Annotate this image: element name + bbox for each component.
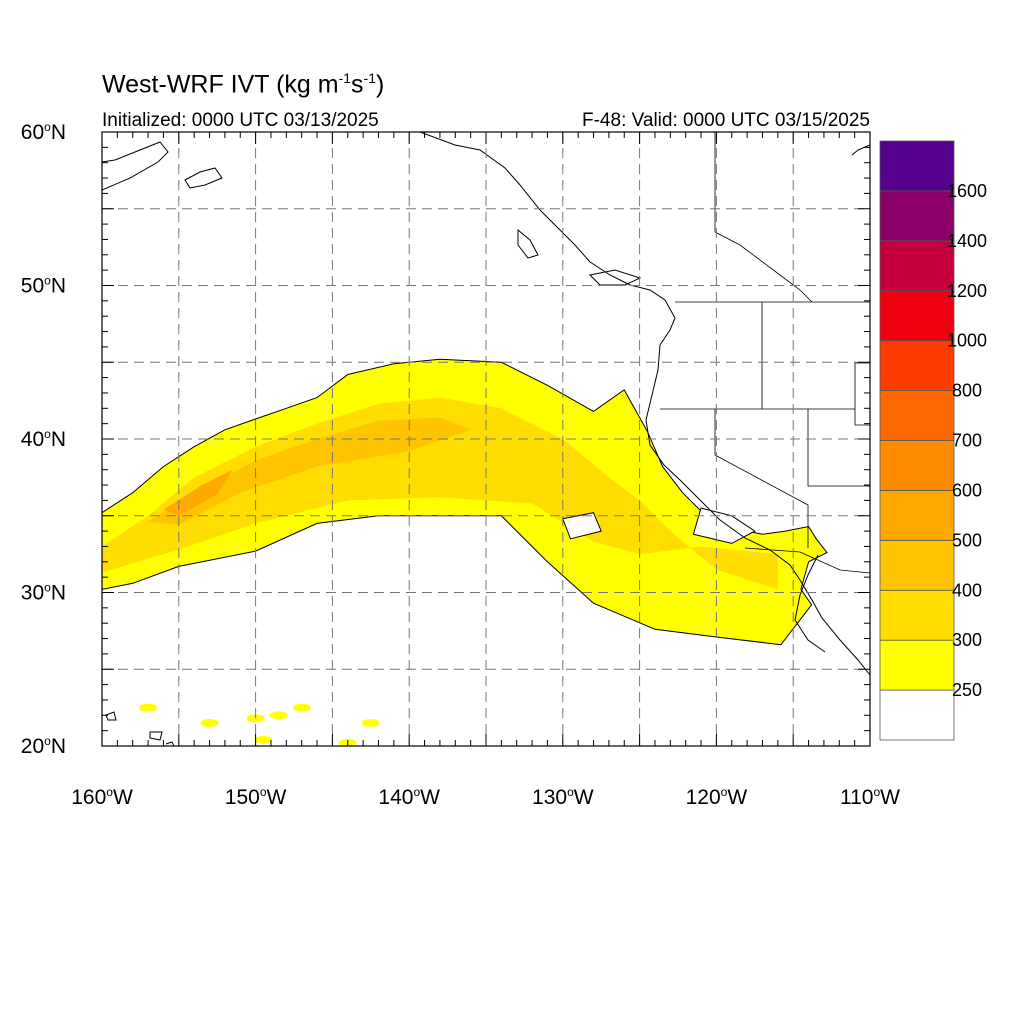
colorbar-box <box>879 340 955 391</box>
colorbar-label: 600 <box>952 480 982 500</box>
colorbar-box <box>879 490 955 541</box>
lat-label: 20oN <box>21 734 66 758</box>
colorbar-box <box>879 290 955 342</box>
political-borders <box>660 132 870 574</box>
colorbar-label: 250 <box>952 680 982 700</box>
colorbar-box <box>879 639 955 691</box>
lon-label: 140oW <box>378 785 440 809</box>
ivt-speck <box>269 711 288 720</box>
title-end: ) <box>375 70 385 99</box>
axis-ticks <box>101 131 871 747</box>
lat-label: 60oN <box>21 120 66 144</box>
colorbar-label: 700 <box>952 431 982 451</box>
initialized-label: Initialized: 0000 UTC 03/13/2025 <box>102 110 379 131</box>
colorbar-label: 400 <box>952 580 982 600</box>
colorbar-label: 300 <box>952 630 982 650</box>
ivt-contour-500 <box>163 469 233 516</box>
lon-label: 130oW <box>532 785 594 809</box>
ivt-speck <box>292 703 311 712</box>
ivt-speck <box>139 703 158 712</box>
colorbar-label: 1400 <box>947 231 987 251</box>
lat-label: 40oN <box>21 427 66 451</box>
longitude-labels: 160oW 150oW 140oW 130oW 120oW 110oW <box>71 785 900 809</box>
lat-label: 50oN <box>21 274 66 298</box>
colorbar-box <box>879 140 955 192</box>
colorbar-label: 1000 <box>947 331 987 351</box>
latitude-labels: 60oN 50oN 40oN 30oN 20oN <box>21 120 66 758</box>
colorbar-label: 800 <box>952 381 982 401</box>
ivt-field <box>102 358 828 746</box>
colorbar-label: 500 <box>952 530 982 550</box>
lat-label: 30oN <box>21 581 66 605</box>
colorbar-box <box>879 190 955 242</box>
ivt-contour-400 <box>148 417 471 525</box>
lon-label: 160oW <box>71 785 133 809</box>
valid-time-label: F-48: Valid: 0000 UTC 03/15/2025 <box>582 110 870 131</box>
plot-title: West-WRF IVT (kg m-1s-1) <box>102 70 384 99</box>
lon-label: 150oW <box>225 785 287 809</box>
title-exponent-2: -1 <box>363 70 376 86</box>
colorbar-box <box>879 689 955 741</box>
coastlines <box>102 132 870 746</box>
title-main: West-WRF IVT (kg m <box>102 70 339 99</box>
title-exponent-1: -1 <box>338 70 352 86</box>
ivt-speck <box>200 718 219 727</box>
colorbar-box <box>879 589 955 641</box>
colorbar-box <box>879 240 955 292</box>
ivt-speck <box>246 714 265 723</box>
colorbar: 250 300 400 500 600 700 800 1000 1200 1400 1600 <box>879 140 987 741</box>
lon-label: 110oW <box>840 785 900 809</box>
lon-label: 120oW <box>686 785 748 809</box>
ivt-speck <box>254 735 273 744</box>
lat-lon-grid <box>102 132 870 746</box>
ivt-contour-300 <box>102 397 778 590</box>
colorbar-box <box>879 539 955 591</box>
title-mid: s <box>351 70 364 99</box>
colorbar-label: 1200 <box>947 281 987 301</box>
colorbar-box <box>879 440 955 491</box>
colorbar-label: 1600 <box>947 181 987 201</box>
ivt-speck <box>361 718 380 727</box>
ivt-gap <box>562 512 602 540</box>
colorbar-box <box>879 390 955 441</box>
